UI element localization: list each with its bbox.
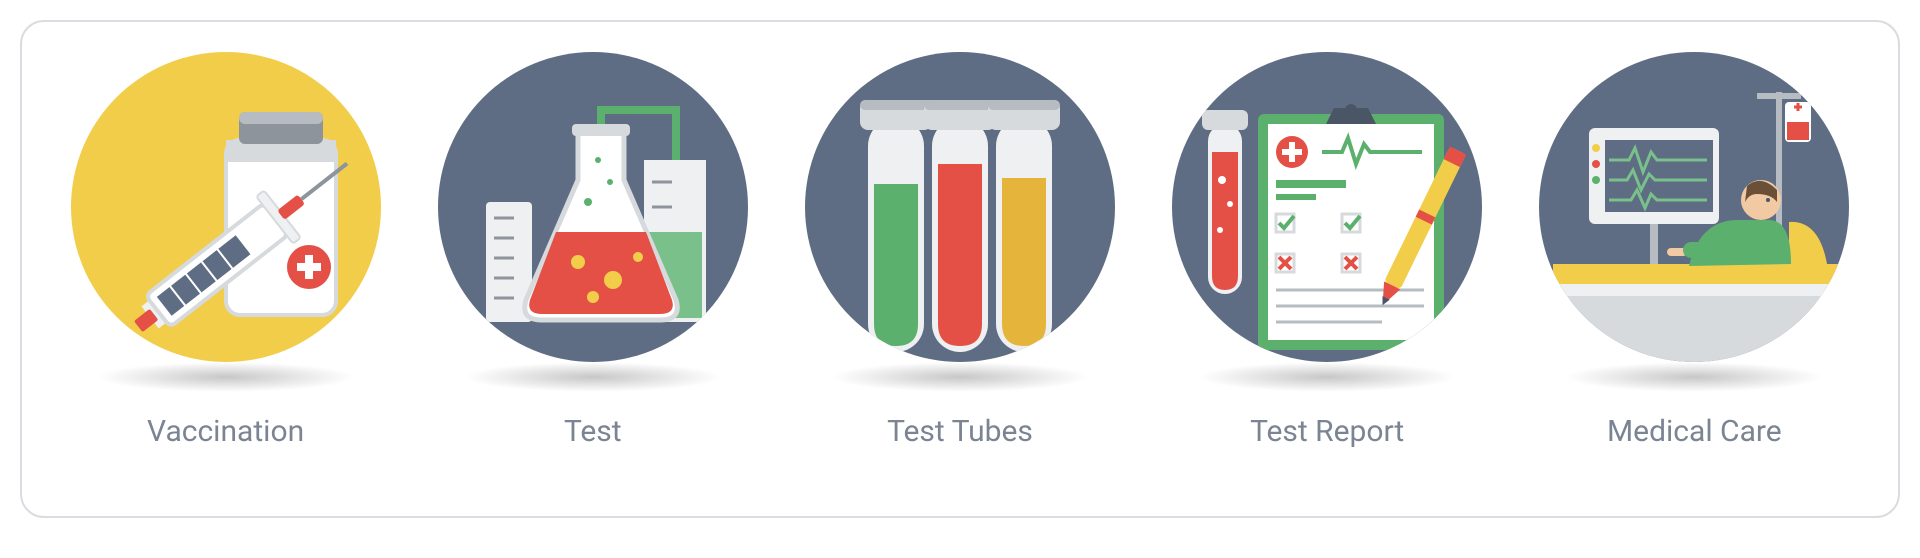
label-vaccination: Vaccination [147, 414, 304, 449]
label-test-report: Test Report [1250, 414, 1404, 449]
label-test: Test [564, 414, 622, 449]
circle-wrap [800, 52, 1120, 392]
item-vaccination: Vaccination [56, 52, 396, 449]
item-medical-care: Medical Care [1524, 52, 1864, 449]
circle-wrap [1534, 52, 1854, 392]
test-report-icon [1172, 52, 1482, 362]
drop-shadow [1564, 362, 1824, 392]
drop-shadow [1197, 362, 1457, 392]
item-test: Test [423, 52, 763, 449]
label-test-tubes: Test Tubes [887, 414, 1033, 449]
test-icon [438, 52, 748, 362]
label-medical-care: Medical Care [1607, 414, 1782, 449]
medical-care-icon [1539, 52, 1849, 362]
item-test-report: Test Report [1157, 52, 1497, 449]
test-tubes-icon [805, 52, 1115, 362]
drop-shadow [830, 362, 1090, 392]
circle-wrap [433, 52, 753, 392]
circle-wrap [66, 52, 386, 392]
vaccination-icon [71, 52, 381, 362]
item-test-tubes: Test Tubes [790, 52, 1130, 449]
drop-shadow [463, 362, 723, 392]
drop-shadow [96, 362, 356, 392]
icon-card-frame: Vaccination [20, 20, 1900, 518]
circle-wrap [1167, 52, 1487, 392]
